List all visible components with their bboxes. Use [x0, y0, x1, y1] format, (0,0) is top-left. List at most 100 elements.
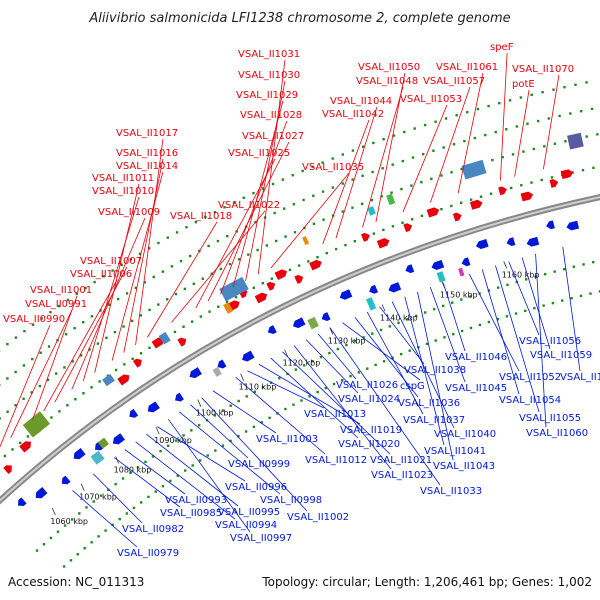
forward-gene-label[interactable]: VSAL_II1017	[116, 128, 178, 139]
reverse-gene-arrow[interactable]	[475, 239, 489, 250]
forward-gene-arrow[interactable]	[309, 258, 323, 271]
forward-gene-arrow[interactable]	[452, 211, 463, 222]
forward-gene-label[interactable]: VSAL_II1030	[238, 70, 300, 81]
reverse-gene-label[interactable]: VSAL_II1046	[445, 352, 507, 363]
reverse-gene-label[interactable]: VSAL_II1038	[404, 365, 466, 376]
forward-gene-label[interactable]: VSAL_II1070	[512, 64, 574, 75]
feature-block[interactable]	[436, 271, 446, 283]
forward-gene-label[interactable]: VSAL_II1022	[218, 200, 280, 211]
reverse-gene-label[interactable]: VSAL_II1020	[338, 439, 400, 450]
forward-gene-label[interactable]: VSAL_II1009	[98, 207, 160, 218]
feature-block[interactable]	[307, 316, 319, 330]
forward-gene-arrow[interactable]	[403, 222, 413, 233]
forward-gene-label[interactable]: VSAL_II1025	[228, 148, 290, 159]
reverse-gene-label[interactable]: VSAL_II0982	[122, 524, 184, 535]
reverse-gene-label[interactable]: VSAL_II1055	[519, 413, 581, 424]
forward-gene-arrow[interactable]	[254, 291, 269, 304]
reverse-gene-arrow[interactable]	[266, 325, 277, 336]
forward-gene-label[interactable]: VSAL_II1016	[116, 148, 178, 159]
forward-gene-arrow[interactable]	[132, 357, 144, 368]
reverse-gene-arrow[interactable]	[216, 359, 227, 371]
reverse-gene-label[interactable]: VSAL_II1054	[499, 395, 561, 406]
forward-gene-label[interactable]: VSAL_II1010	[92, 186, 154, 197]
reverse-gene-label[interactable]: VSAL_II1033	[420, 486, 482, 497]
reverse-gene-label[interactable]: VSAL_II1002	[287, 512, 349, 523]
forward-gene-arrow[interactable]	[549, 178, 560, 188]
reverse-gene-label[interactable]: VSAL_II0979	[117, 548, 179, 559]
forward-gene-label[interactable]: VSAL_II1027	[242, 131, 304, 142]
reverse-gene-arrow[interactable]	[127, 408, 139, 420]
reverse-gene-label[interactable]: VSAL_II0998	[260, 495, 322, 506]
reverse-gene-arrow[interactable]	[460, 257, 471, 267]
reverse-gene-label[interactable]: VSAL_II1060	[526, 428, 588, 439]
reverse-gene-label[interactable]: VSAL_II1026	[336, 380, 398, 391]
feature-block[interactable]	[97, 437, 110, 449]
forward-gene-label[interactable]: VSAL_II1048	[356, 76, 418, 87]
forward-gene-label[interactable]: VSAL_II1050	[358, 62, 420, 73]
reverse-gene-arrow[interactable]	[33, 487, 48, 501]
forward-gene-label[interactable]: VSAL_II1061	[436, 62, 498, 73]
forward-gene-label[interactable]: VSAL_II1031	[238, 49, 300, 60]
reverse-gene-label[interactable]: VSAL_II1041	[424, 446, 486, 457]
reverse-gene-label[interactable]: VSAL_II1065	[560, 372, 600, 383]
reverse-gene-label[interactable]: VSAL_II1037	[403, 415, 465, 426]
forward-gene-arrow[interactable]	[117, 372, 131, 386]
forward-gene-label[interactable]: VSAL_II1035	[302, 162, 364, 173]
reverse-gene-label[interactable]: VSAL_II1059	[530, 350, 592, 361]
reverse-gene-label[interactable]: VSAL_II1023	[371, 470, 433, 481]
reverse-gene-arrow[interactable]	[387, 282, 402, 294]
reverse-gene-arrow[interactable]	[291, 317, 306, 329]
forward-gene-arrow[interactable]	[469, 199, 484, 210]
forward-gene-label[interactable]: VSAL_II1018	[170, 211, 232, 222]
reverse-gene-arrow[interactable]	[430, 259, 445, 272]
reverse-gene-label[interactable]: VSAL_II0997	[230, 533, 292, 544]
forward-gene-label[interactable]: VSAL_II1001	[30, 285, 92, 296]
feature-block[interactable]	[302, 236, 310, 246]
reverse-gene-arrow[interactable]	[320, 312, 331, 323]
forward-gene-label[interactable]: VSAL_II1057	[423, 76, 485, 87]
forward-gene-arrow[interactable]	[426, 206, 441, 218]
reverse-gene-arrow[interactable]	[59, 475, 71, 487]
reverse-gene-label[interactable]: VSAL_II1021	[370, 455, 432, 466]
reverse-gene-arrow[interactable]	[505, 237, 516, 247]
reverse-gene-arrow[interactable]	[111, 433, 126, 447]
reverse-gene-label[interactable]: VSAL_II1045	[445, 383, 507, 394]
reverse-gene-arrow[interactable]	[71, 448, 86, 462]
reverse-gene-label[interactable]: VSAL_II1036	[398, 398, 460, 409]
forward-gene-label[interactable]: VSAL_II1011	[92, 173, 154, 184]
reverse-gene-arrow[interactable]	[187, 367, 202, 380]
reverse-gene-arrow[interactable]	[566, 220, 580, 232]
reverse-gene-arrow[interactable]	[145, 401, 160, 414]
reverse-gene-label[interactable]: cspG	[400, 381, 425, 392]
forward-gene-arrow[interactable]	[520, 191, 535, 202]
reverse-gene-arrow[interactable]	[338, 289, 353, 301]
forward-gene-arrow[interactable]	[3, 463, 14, 474]
reverse-gene-label[interactable]: VSAL_II1003	[256, 434, 318, 445]
reverse-gene-label[interactable]: VSAL_II0993	[165, 495, 227, 506]
forward-gene-label[interactable]: VSAL_II1053	[400, 94, 462, 105]
forward-gene-arrow[interactable]	[376, 237, 391, 249]
forward-gene-label[interactable]: VSAL_II1014	[116, 161, 178, 172]
forward-gene-arrow[interactable]	[294, 273, 305, 284]
feature-block[interactable]	[223, 302, 234, 314]
feature-block[interactable]	[102, 373, 115, 387]
forward-gene-label[interactable]: VSAL_II1028	[240, 110, 302, 121]
forward-gene-arrow[interactable]	[361, 231, 371, 242]
reverse-gene-label[interactable]: VSAL_II0996	[225, 482, 287, 493]
forward-gene-arrow[interactable]	[274, 268, 289, 281]
reverse-gene-label[interactable]: VSAL_II1024	[338, 394, 400, 405]
reverse-gene-label[interactable]: VSAL_II1056	[519, 336, 581, 347]
reverse-gene-arrow[interactable]	[368, 284, 379, 295]
forward-gene-arrow[interactable]	[151, 335, 166, 349]
feature-block[interactable]	[567, 132, 584, 150]
reverse-gene-label[interactable]: VSAL_II0994	[215, 520, 277, 531]
forward-gene-arrow[interactable]	[498, 185, 508, 196]
feature-block[interactable]	[158, 331, 171, 345]
feature-block[interactable]	[386, 193, 396, 206]
reverse-gene-label[interactable]: VSAL_II1019	[340, 425, 402, 436]
feature-block[interactable]	[461, 159, 487, 180]
forward-gene-arrow[interactable]	[19, 439, 33, 453]
reverse-gene-label[interactable]: VSAL_II0985	[160, 508, 222, 519]
forward-gene-label[interactable]: VSAL_II1029	[236, 90, 298, 101]
forward-gene-label[interactable]: VSAL_II1007	[80, 256, 142, 267]
